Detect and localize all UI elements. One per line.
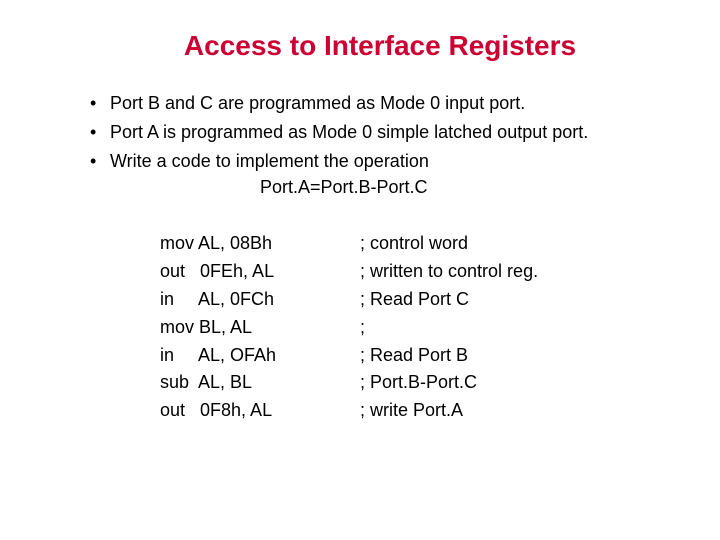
code-line: in AL, OFAh ; Read Port B [160, 342, 660, 370]
list-item: • Write a code to implement the operatio… [90, 148, 660, 175]
code-line: sub AL, BL ; Port.B-Port.C [160, 369, 660, 397]
code-instruction: out 0FEh, AL [160, 258, 360, 286]
code-comment: ; control word [360, 230, 468, 258]
code-comment: ; Read Port B [360, 342, 468, 370]
bullet-icon: • [90, 119, 100, 146]
code-instruction: in AL, OFAh [160, 342, 360, 370]
code-instruction: mov BL, AL [160, 314, 360, 342]
code-comment: ; [360, 314, 365, 342]
page-title: Access to Interface Registers [100, 30, 660, 62]
code-comment: ; Port.B-Port.C [360, 369, 477, 397]
equation-text: Port.A=Port.B-Port.C [260, 177, 660, 198]
code-comment: ; written to control reg. [360, 258, 538, 286]
code-comment: ; Read Port C [360, 286, 469, 314]
code-instruction: in AL, 0FCh [160, 286, 360, 314]
code-line: in AL, 0FCh ; Read Port C [160, 286, 660, 314]
code-instruction: mov AL, 08Bh [160, 230, 360, 258]
list-item: • Port B and C are programmed as Mode 0 … [90, 90, 660, 117]
bullet-text: Port A is programmed as Mode 0 simple la… [110, 119, 588, 146]
bullet-icon: • [90, 148, 100, 175]
bullet-text: Port B and C are programmed as Mode 0 in… [110, 90, 525, 117]
bullet-text: Write a code to implement the operation [110, 148, 429, 175]
code-instruction: out 0F8h, AL [160, 397, 360, 425]
code-instruction: sub AL, BL [160, 369, 360, 397]
list-item: • Port A is programmed as Mode 0 simple … [90, 119, 660, 146]
code-line: out 0FEh, AL ; written to control reg. [160, 258, 660, 286]
code-comment: ; write Port.A [360, 397, 463, 425]
bullet-list: • Port B and C are programmed as Mode 0 … [90, 90, 660, 198]
code-line: mov AL, 08Bh ; control word [160, 230, 660, 258]
bullet-icon: • [90, 90, 100, 117]
code-block: mov AL, 08Bh ; control word out 0FEh, AL… [160, 230, 660, 425]
code-line: out 0F8h, AL ; write Port.A [160, 397, 660, 425]
code-line: mov BL, AL ; [160, 314, 660, 342]
